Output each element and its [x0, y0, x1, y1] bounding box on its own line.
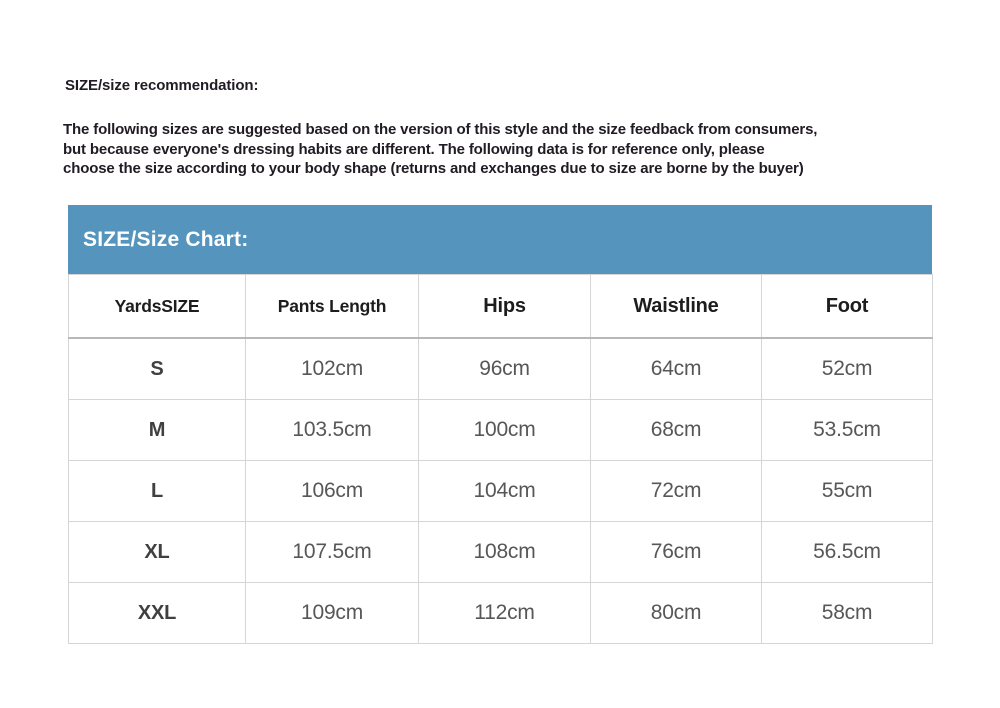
size-label: L	[68, 460, 246, 522]
hips-value: 108cm	[418, 521, 591, 583]
table-row-xl: XL 107.5cm 108cm 76cm 56.5cm	[68, 521, 933, 583]
pants-length-value: 102cm	[245, 337, 419, 400]
column-header-pants-length: Pants Length	[245, 274, 419, 339]
waistline-value: 72cm	[590, 460, 762, 522]
size-chart-table: YardsSIZE Pants Length Hips Waistline Fo…	[68, 274, 933, 644]
foot-value: 53.5cm	[761, 399, 933, 461]
column-header-yards-size: YardsSIZE	[68, 274, 246, 339]
table-row-l: L 106cm 104cm 72cm 55cm	[68, 460, 933, 522]
pants-length-value: 106cm	[245, 460, 419, 522]
table-row-s: S 102cm 96cm 64cm 52cm	[68, 337, 933, 400]
foot-value: 52cm	[761, 337, 933, 400]
column-header-waistline: Waistline	[590, 274, 762, 339]
recommendation-line-2: but because everyone's dressing habits a…	[63, 140, 765, 158]
table-row-xxl: XXL 109cm 112cm 80cm 58cm	[68, 582, 933, 644]
waistline-value: 64cm	[590, 337, 762, 400]
size-label: S	[68, 337, 246, 400]
size-recommendation-paragraph: The following sizes are suggested based …	[63, 120, 953, 179]
waistline-value: 80cm	[590, 582, 762, 644]
hips-value: 100cm	[418, 399, 591, 461]
hips-value: 112cm	[418, 582, 591, 644]
column-header-hips: Hips	[418, 274, 591, 339]
size-chart-banner-title: SIZE/Size Chart:	[83, 227, 249, 251]
size-chart-banner: SIZE/Size Chart:	[68, 205, 932, 274]
hips-value: 104cm	[418, 460, 591, 522]
column-header-foot: Foot	[761, 274, 933, 339]
recommendation-line-3: choose the size according to your body s…	[63, 160, 804, 177]
table-row-m: M 103.5cm 100cm 68cm 53.5cm	[68, 399, 933, 461]
recommendation-line-1: The following sizes are suggested based …	[63, 121, 818, 138]
pants-length-value: 103.5cm	[245, 399, 419, 461]
pants-length-value: 107.5cm	[245, 521, 419, 583]
size-label: M	[68, 399, 246, 461]
table-header-row: YardsSIZE Pants Length Hips Waistline Fo…	[68, 274, 933, 339]
size-label: XL	[68, 521, 246, 583]
pants-length-value: 109cm	[245, 582, 419, 644]
size-recommendation-heading: SIZE/size recommendation:	[65, 77, 259, 94]
waistline-value: 68cm	[590, 399, 762, 461]
size-label: XXL	[68, 582, 246, 644]
foot-value: 58cm	[761, 582, 933, 644]
foot-value: 56.5cm	[761, 521, 933, 583]
hips-value: 96cm	[418, 337, 591, 400]
foot-value: 55cm	[761, 460, 933, 522]
waistline-value: 76cm	[590, 521, 762, 583]
